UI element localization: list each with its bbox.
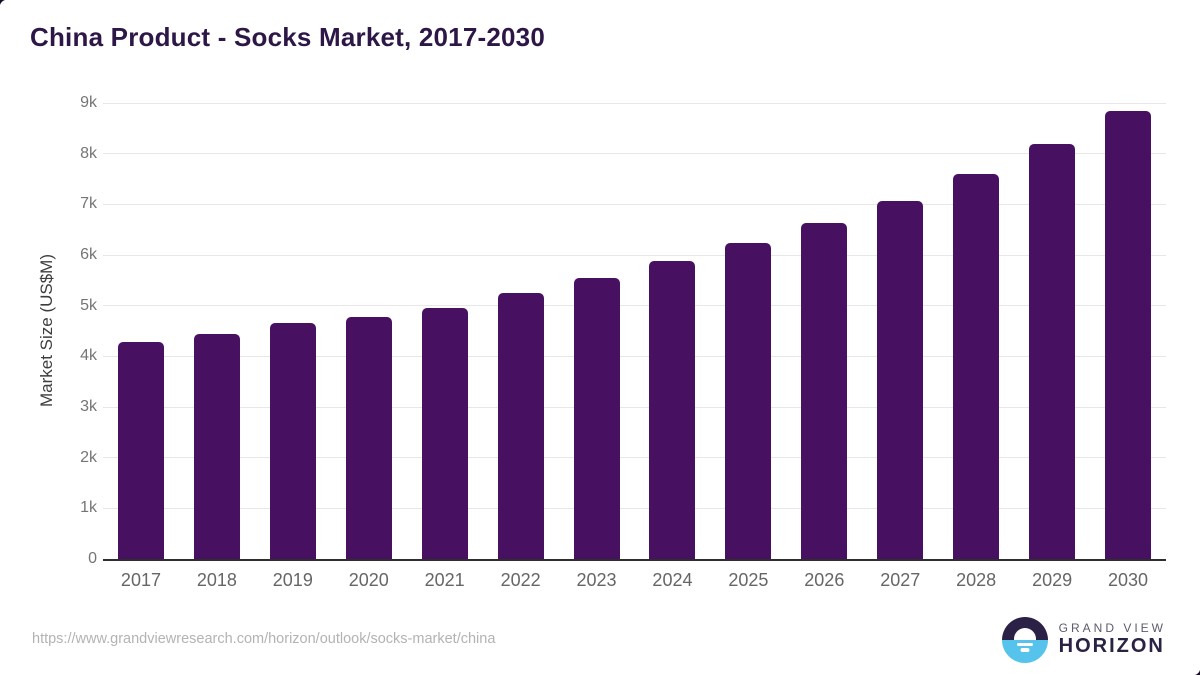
bar-2030 (1105, 110, 1152, 559)
bar-2024 (649, 261, 696, 559)
gridline (103, 457, 1166, 459)
x-axis-labels: 2017 2018 2019 2020 2021 2022 2023 2024 2025 2026… (103, 570, 1166, 596)
horizon-sun-icon (1001, 617, 1048, 663)
source-url: https://www.grandviewresearch.com/horizo… (32, 631, 496, 647)
x-tick-label: 2030 (1108, 570, 1149, 590)
gridline (103, 254, 1166, 256)
bar-2022 (497, 293, 544, 559)
corner-mark-bottom-right (1193, 668, 1200, 675)
sun-reflection-bar (1020, 648, 1030, 652)
bar-2017 (117, 342, 164, 559)
x-tick-label: 2029 (1032, 570, 1073, 590)
gridline (103, 406, 1166, 408)
y-tick-label: 7k (80, 195, 97, 213)
chart-title: China Product - Socks Market, 2017-2030 (30, 22, 546, 52)
bar-2025 (725, 242, 772, 559)
gridline (103, 305, 1166, 307)
gridline (103, 153, 1166, 155)
x-tick-label: 2019 (272, 570, 313, 590)
y-tick-label: 2k (80, 448, 97, 466)
plot-area (103, 102, 1166, 561)
y-tick-label: 8k (80, 144, 97, 162)
x-tick-label: 2027 (880, 570, 921, 590)
y-tick-label: 5k (80, 296, 97, 314)
x-tick-label: 2021 (424, 570, 465, 590)
logo-line1: GRAND VIEW (1058, 620, 1166, 635)
grandview-horizon-logo: GRAND VIEW HORIZON (1001, 617, 1166, 663)
y-tick-label: 3k (80, 398, 97, 415)
x-tick-label: 2018 (196, 570, 237, 590)
sun-half-disc (1013, 628, 1036, 640)
x-tick-label: 2020 (348, 570, 389, 590)
logo-line2: HORIZON (1058, 635, 1165, 658)
gridline (103, 355, 1166, 357)
bar-2019 (269, 322, 316, 559)
bar-2018 (193, 333, 240, 559)
x-axis-line (103, 559, 1166, 561)
bar-2021 (421, 307, 468, 559)
y-tick-label: 1k (80, 499, 97, 517)
gridline (103, 507, 1166, 509)
y-tick-label: 4k (80, 347, 97, 365)
y-tick-label: 0 (88, 550, 97, 567)
sun-reflection-bar (1016, 642, 1033, 646)
bar-2029 (1029, 143, 1076, 559)
bar-2027 (877, 200, 924, 559)
y-axis-title-text: Market Size (US$M) (37, 254, 56, 408)
y-tick-label: 6k (80, 246, 97, 263)
bar-2028 (953, 173, 1000, 559)
x-tick-label: 2026 (804, 570, 845, 590)
gridline (103, 102, 1166, 104)
gridline (103, 203, 1166, 205)
bar-2020 (345, 316, 392, 559)
y-axis-ticks: 0 1k 2k 3k 4k 5k 6k 7k 8k 9k (55, 94, 97, 567)
bar-2023 (573, 278, 620, 559)
x-tick-label: 2023 (576, 570, 617, 590)
corner-mark-top-left (0, 0, 7, 7)
y-tick-label: 9k (80, 94, 97, 111)
x-tick-label: 2022 (500, 570, 541, 590)
bar-2026 (801, 223, 848, 559)
x-tick-label: 2025 (728, 570, 769, 590)
x-tick-label: 2028 (956, 570, 997, 590)
logo-text: GRAND VIEW HORIZON (1058, 620, 1166, 659)
x-tick-label: 2024 (652, 570, 693, 590)
x-tick-label: 2017 (120, 570, 161, 590)
